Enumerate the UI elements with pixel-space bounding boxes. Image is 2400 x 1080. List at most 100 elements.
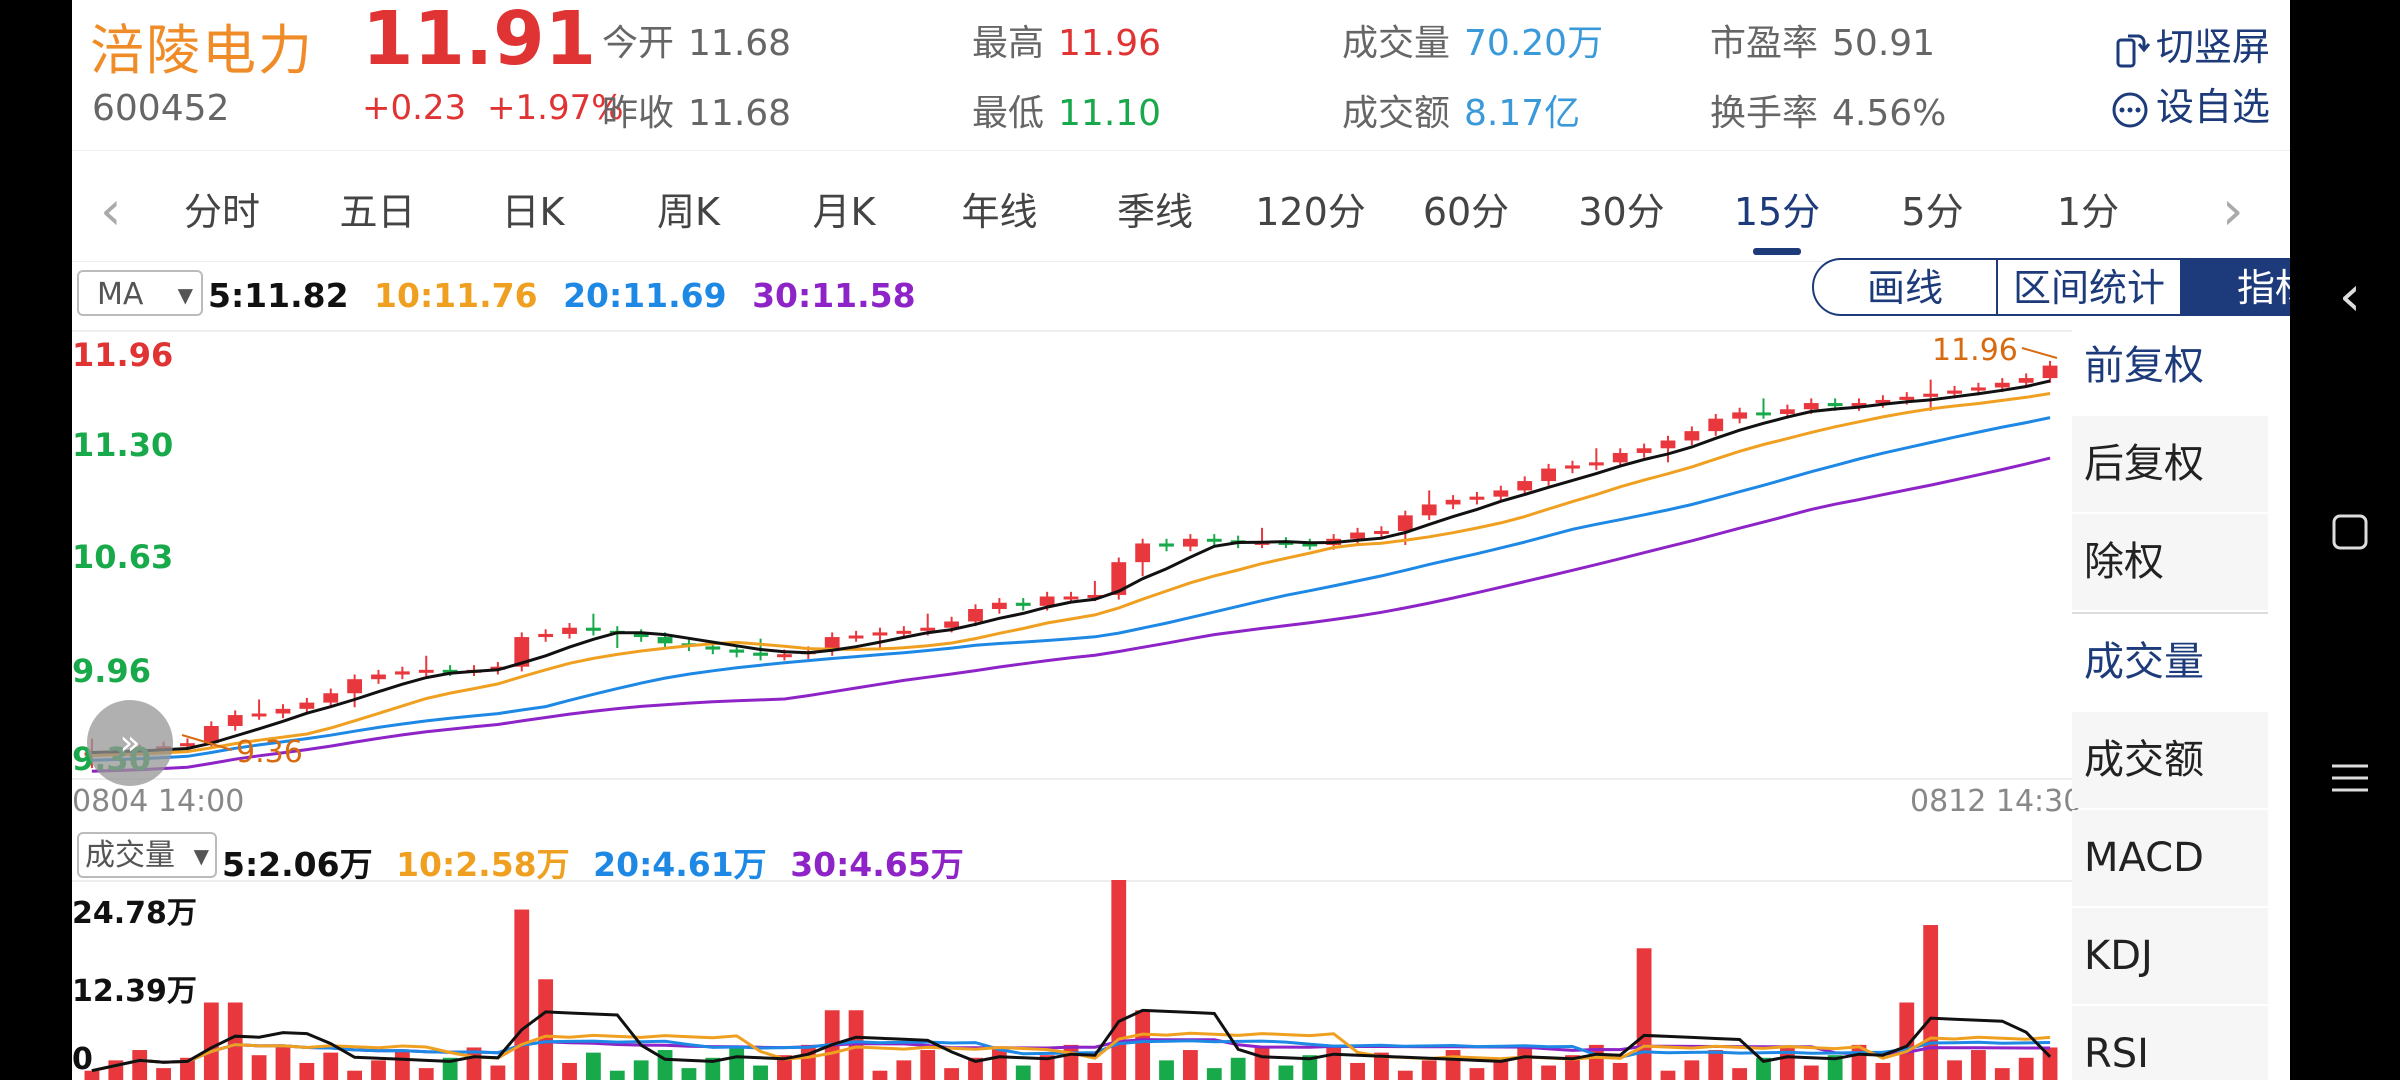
volume-bar <box>1087 1062 1103 1080</box>
candle-body <box>1278 541 1294 545</box>
draw-line-button[interactable]: 画线 <box>1812 258 1998 316</box>
rotate-icon <box>2116 34 2151 67</box>
side-item-forward-adjust[interactable]: 前复权 <box>2072 318 2268 414</box>
volume-bar <box>1899 1002 1915 1080</box>
volume-bar <box>991 1047 1007 1080</box>
side-item-kdj[interactable]: KDJ <box>2072 908 2268 1004</box>
candle-body <box>1302 543 1318 547</box>
side-item-amount[interactable]: 成交额 <box>2072 712 2268 808</box>
candle-body <box>872 632 888 636</box>
volume-select[interactable]: 成交量 ▼ <box>77 832 217 878</box>
indicator-button[interactable]: 指标 <box>2180 258 2290 316</box>
candle-body <box>1087 594 1103 598</box>
vol-ma5: 5:2.06万 <box>222 845 373 884</box>
candle-body <box>442 669 458 673</box>
volume-bar <box>1756 1057 1771 1080</box>
volume-bar <box>1493 1057 1509 1080</box>
candle-body <box>1397 515 1413 531</box>
quote-header: 涪陵电力 600452 11.91 +0.23 +1.97% 今开 11.68 昨… <box>72 0 2290 150</box>
candle-body <box>1135 543 1151 563</box>
candle-body <box>729 649 745 653</box>
volume-bar <box>275 1044 291 1080</box>
tab-5[interactable]: 年线 <box>961 190 1038 234</box>
open-price: 今开 11.68 <box>602 23 792 64</box>
tab-9[interactable]: 30分 <box>1578 190 1665 234</box>
tab-6[interactable]: 季线 <box>1116 190 1193 234</box>
add-watchlist-button[interactable]: 设自选 <box>2110 76 2270 131</box>
expand-chart-button[interactable]: » <box>87 700 173 786</box>
candle-body <box>1182 538 1198 547</box>
volume-bar <box>371 1060 386 1080</box>
candle-body <box>394 671 410 675</box>
volume-bar <box>633 1060 649 1080</box>
volume-bar <box>538 979 554 1080</box>
candlestick-chart[interactable]: 11.96 9.36 <box>72 330 2072 780</box>
volume-bar <box>394 1050 410 1080</box>
volume-bar <box>1421 1060 1437 1080</box>
low-price: 最低 11.10 <box>972 93 1162 134</box>
candle-body <box>1565 465 1580 469</box>
side-item-backward-adjust[interactable]: 后复权 <box>2072 416 2268 512</box>
ma-indicator-bar: MA ▼ 5:11.82 10:11.76 20:11.69 30:11.58 <box>72 262 2290 322</box>
ma-values: 5:11.82 10:11.76 20:11.69 30:11.58 <box>208 276 930 315</box>
home-nav-icon[interactable] <box>2300 512 2400 556</box>
side-item-macd[interactable]: MACD <box>2072 810 2268 906</box>
tab-0[interactable]: 分时 <box>183 190 260 234</box>
tab-12[interactable]: 1分 <box>2056 190 2120 234</box>
rotate-screen-button[interactable]: 切竖屏 <box>2114 16 2270 71</box>
back-nav-icon[interactable]: ‹ <box>2338 264 2362 329</box>
tab-1[interactable]: 五日 <box>339 190 416 234</box>
candle-body <box>753 652 768 656</box>
tab-7[interactable]: 120分 <box>1255 190 1366 234</box>
tabs-prev-arrow-icon[interactable]: ‹ <box>100 179 122 242</box>
volume-bar <box>1230 1057 1246 1080</box>
tab-4[interactable]: 月K <box>812 190 876 234</box>
volume-bar <box>1111 880 1127 1080</box>
side-menu: 前复权 后复权 除权 成交量 成交额 MACD KDJ RSI <box>2072 318 2268 1080</box>
ma20-value: 20:11.69 <box>563 276 727 315</box>
recents-nav-icon[interactable] <box>2300 758 2400 802</box>
stock-detail-app: 涪陵电力 600452 11.91 +0.23 +1.97% 今开 11.68 昨… <box>72 0 2290 1080</box>
side-item-no-adjust[interactable]: 除权 <box>2072 514 2268 610</box>
change-value: +0.23 <box>362 88 467 128</box>
tab-3[interactable]: 周K <box>657 190 720 234</box>
candle-body <box>944 621 960 628</box>
tab-10[interactable]: 15分 <box>1733 190 1821 234</box>
volume-bar <box>1350 1062 1365 1080</box>
volume-bar <box>1971 1050 1986 1080</box>
date-end: 0812 14:30 <box>1910 784 2083 819</box>
candle-body <box>705 646 721 650</box>
volume-bar <box>1660 1070 1676 1080</box>
indicator-select[interactable]: MA ▼ <box>77 270 203 316</box>
candle-body <box>968 608 983 622</box>
volume-chart[interactable] <box>72 880 2072 1080</box>
candle-body <box>2018 378 2034 383</box>
tab-8[interactable]: 60分 <box>1422 190 1510 234</box>
side-item-rsi[interactable]: RSI <box>2072 1006 2268 1080</box>
candle-body <box>1612 452 1628 463</box>
volume-bar <box>1015 1065 1031 1080</box>
candle-body <box>1206 538 1222 542</box>
candle-body <box>1994 382 2010 388</box>
period-tabs: ‹ 分时 五日 日K 周K 月K 年线 季线 120分 60分 30分 15分 5分 1分 › <box>72 150 2290 262</box>
ma30-line <box>91 456 2051 773</box>
volume-bar <box>777 1055 792 1080</box>
volume-bar <box>418 1068 434 1080</box>
vol-ma30: 30:4.65万 <box>790 845 964 884</box>
tab-2[interactable]: 日K <box>501 190 565 234</box>
volume-bar <box>944 1068 960 1080</box>
volume-bar <box>514 909 530 1080</box>
tab-11[interactable]: 5分 <box>1901 190 1964 234</box>
range-stats-button[interactable]: 区间统计 <box>1996 258 2182 316</box>
tabs-next-arrow-icon[interactable]: › <box>2222 179 2244 242</box>
stock-change: +0.23 +1.97% <box>362 88 624 128</box>
prev-close: 昨收 11.68 <box>602 93 792 134</box>
volume-bar <box>323 1052 339 1080</box>
candle-body <box>1493 490 1509 497</box>
side-item-volume[interactable]: 成交量 <box>2072 614 2268 710</box>
candle-body <box>1541 468 1556 482</box>
candle-body <box>418 669 434 673</box>
candle-body <box>1445 499 1461 505</box>
candle-body <box>1756 412 1771 416</box>
volume-bar <box>203 1002 219 1080</box>
